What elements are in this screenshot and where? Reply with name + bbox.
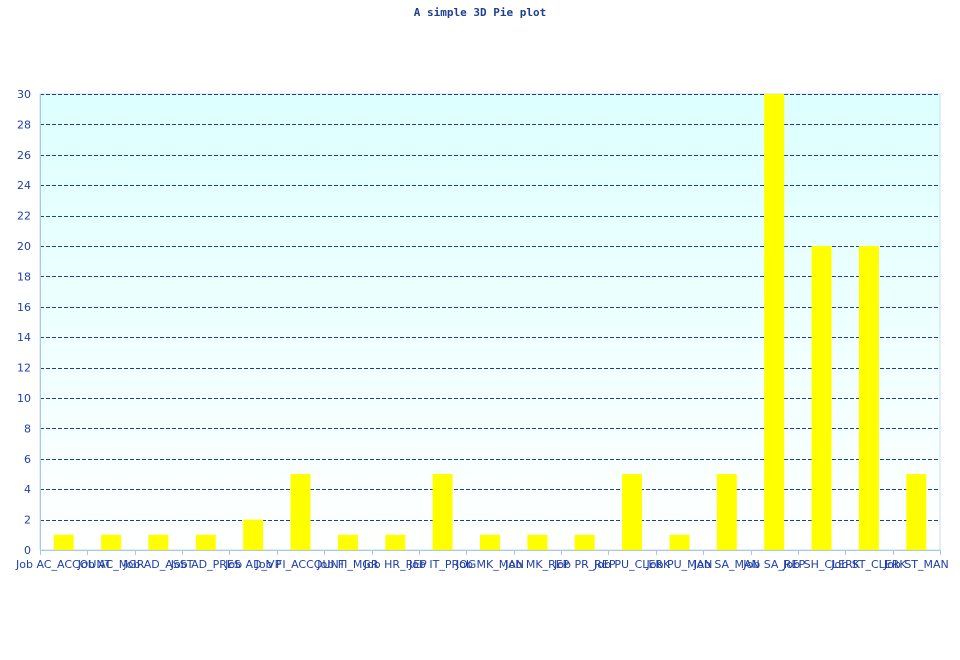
x-tick-label: Job AC_ACCOUNT [15, 558, 112, 571]
bar [669, 534, 690, 550]
x-tick-label: Job SA_REP [742, 558, 805, 571]
y-tick-label: 24 [17, 179, 31, 192]
bar [480, 534, 500, 550]
bar [527, 534, 548, 550]
plot-area [39, 93, 941, 551]
y-tick-label: 30 [17, 88, 31, 101]
x-tick-label: Job AD_PRES [170, 558, 241, 571]
y-tick-label: 8 [24, 422, 31, 435]
grid-lines [40, 94, 940, 521]
x-tick-label: Job PR_REP [553, 558, 616, 571]
y-tick-label: 28 [17, 118, 31, 131]
y-tick-label: 10 [17, 392, 31, 405]
bar [290, 474, 311, 550]
x-tick-label: Job AD_ASST [122, 558, 193, 571]
y-tick-label: 26 [17, 149, 31, 162]
x-tick-label: Job HR_REP [363, 558, 427, 571]
bar [148, 534, 169, 550]
bar [101, 534, 122, 550]
bar [622, 474, 643, 550]
x-tick-label: Job ST_MAN [883, 558, 949, 571]
y-tick-label: 14 [17, 331, 31, 344]
bar [858, 246, 879, 550]
bar [764, 94, 785, 550]
x-tick-label: Job FI_MGR [316, 558, 379, 571]
y-tick-label: 2 [24, 514, 31, 527]
x-tick-label: Job SA_MAN [693, 558, 760, 571]
y-tick-label: 4 [24, 483, 31, 496]
x-tick-label: Job MK_MAN [455, 558, 524, 571]
bar [243, 519, 264, 550]
x-tick-label: Job AC_MGR [77, 558, 145, 571]
bar [337, 534, 358, 550]
x-tick-label: Job SH_CLERK [782, 558, 861, 571]
bar [906, 474, 927, 550]
x-tick-label: Job FI_ACCOUNT [255, 558, 346, 571]
bar [811, 246, 832, 550]
x-tick-label: Job IT_PROG [408, 558, 476, 571]
bar [716, 474, 737, 550]
x-tick-label: Job ST_CLERK [830, 558, 907, 571]
y-tick-label: 22 [17, 210, 31, 223]
x-tick-label: Job AD_VP [224, 558, 281, 571]
y-tick-label: 0 [24, 544, 31, 557]
y-tick-label: 18 [17, 270, 31, 283]
chart-title: A simple 3D Pie plot [413, 6, 547, 19]
axes [40, 94, 941, 555]
bar [53, 534, 74, 550]
y-tick-label: 6 [24, 453, 31, 466]
y-tick-label: 16 [17, 301, 31, 314]
x-tick-label: Job PU_CLERK [593, 558, 671, 571]
y-tick-label: 12 [17, 362, 31, 375]
x-tick-label: Job PU_MAN [646, 558, 713, 571]
bar [432, 474, 453, 550]
bar [385, 534, 406, 550]
bars [53, 94, 927, 550]
bar [195, 534, 216, 550]
bar [574, 534, 595, 550]
x-tick-label: Job MK_REP [504, 558, 569, 571]
y-tick-label: 20 [17, 240, 31, 253]
